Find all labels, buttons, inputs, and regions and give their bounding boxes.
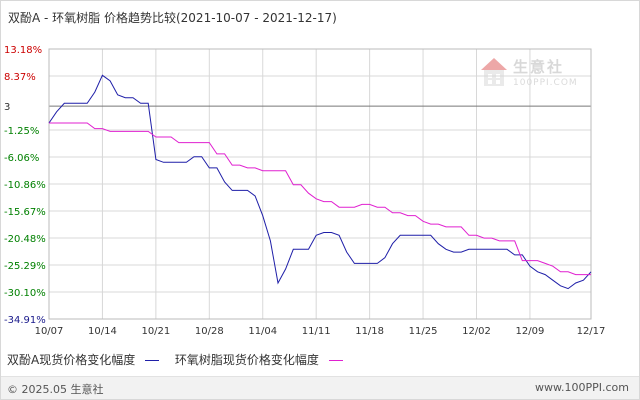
- y-tick-label: 8.37%: [4, 72, 36, 83]
- x-tick-label: 11/18: [355, 326, 384, 337]
- footer-bar: © 2025.05 生意社 www.100PPI.com: [1, 376, 639, 399]
- series-line-bpa: [48, 74, 592, 290]
- y-tick-label: -10.86%: [4, 180, 46, 191]
- y-tick-label: 13.18%: [4, 45, 42, 56]
- y-tick-label: -20.48%: [4, 234, 46, 245]
- x-tick-label: 12/09: [516, 326, 545, 337]
- x-tick-label: 12/02: [462, 326, 491, 337]
- y-tick-label: -1.25%: [4, 126, 39, 137]
- y-tick-label: -15.67%: [4, 207, 46, 218]
- legend-label-epoxy: 环氧树脂现货价格变化幅度: [174, 353, 319, 367]
- series-line-epoxy: [49, 122, 591, 276]
- x-tick-label: 11/04: [248, 326, 277, 337]
- legend-item-bpa: 双酚A现货价格变化幅度: [7, 351, 160, 368]
- x-tick-label: 10/28: [195, 326, 224, 337]
- x-tick-label: 11/11: [302, 326, 331, 337]
- x-tick-label: 10/07: [35, 326, 64, 337]
- chart-title: 双酚A - 环氧树脂 价格趋势比较(2021-10-07 - 2021-12-1…: [8, 11, 337, 25]
- copyright-text: © 2025.05 生意社: [7, 383, 104, 396]
- x-tick-label: 11/25: [409, 326, 438, 337]
- legend: 双酚A现货价格变化幅度 环氧树脂现货价格变化幅度: [7, 351, 355, 368]
- watermark-text: 生意社: [513, 58, 565, 76]
- y-tick-label: -34.91%: [4, 315, 46, 326]
- legend-label-bpa: 双酚A现货价格变化幅度: [7, 353, 136, 367]
- watermark-logo: 生意社 100PPI.COM: [479, 56, 578, 96]
- y-tick-label: -30.10%: [4, 288, 46, 299]
- site-link[interactable]: www.100PPI.com: [535, 381, 629, 394]
- y-tick-label: -25.29%: [4, 261, 46, 272]
- watermark-subtext: 100PPI.COM: [513, 78, 578, 88]
- plot-area-border: [48, 48, 592, 320]
- y-tick-label: 3: [4, 102, 10, 113]
- x-tick-label: 10/21: [141, 326, 170, 337]
- legend-item-epoxy: 环氧树脂现货价格变化幅度: [175, 351, 343, 368]
- x-tick-label: 12/17: [577, 326, 606, 337]
- legend-swatch-epoxy: [328, 360, 343, 361]
- legend-swatch-bpa: [145, 360, 160, 361]
- x-tick-label: 10/14: [88, 326, 117, 337]
- y-tick-label: -6.06%: [4, 153, 39, 164]
- line-chart: 10/07 10/14 10/21 10/28 11/04 11/11 11/18 11/25…: [4, 45, 606, 337]
